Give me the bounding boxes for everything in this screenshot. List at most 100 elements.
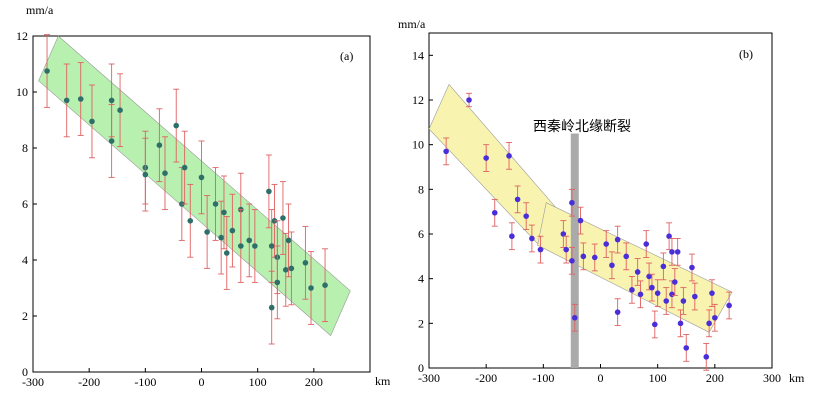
panel-a-marker-10 <box>162 170 168 176</box>
panel-a-x-tick-label-4: 100 <box>249 375 267 389</box>
panel-a-point-6 <box>117 73 124 148</box>
panel-a-point-20 <box>223 216 230 290</box>
panel-b-marker-47 <box>726 302 732 309</box>
panel-b-point-26 <box>643 230 650 258</box>
panel-b-point-11 <box>563 235 570 264</box>
panel-a-marker-16 <box>204 229 210 235</box>
panel-b-marker-35 <box>669 291 675 298</box>
panel-a-point-16 <box>204 195 211 269</box>
panel-b-point-14 <box>577 206 584 235</box>
panel-a: -300 -200 -100 0 100 200 0 2 4 6 8 10 12 mm/a km (a… <box>16 3 391 389</box>
panel-b-point-23 <box>628 275 635 304</box>
panel-b-point-43 <box>703 342 710 371</box>
panel-a-point-17 <box>212 167 219 241</box>
panel-b-point-37 <box>674 238 681 266</box>
panel-a-point-26 <box>265 154 272 229</box>
panel-a-point-33 <box>285 203 292 278</box>
panel-a-point-13 <box>181 130 188 205</box>
panel-b-point-32 <box>663 287 670 315</box>
panel-a-marker-21 <box>229 227 236 234</box>
panel-b-marker-24 <box>634 269 641 275</box>
panel-a-point-38 <box>322 248 329 323</box>
panel-b-marker-18 <box>603 241 610 247</box>
panel-b-point-41 <box>688 253 695 282</box>
panel-b-point-34 <box>668 238 675 266</box>
panel-b-point-6 <box>514 185 521 214</box>
panel-a-marker-17 <box>212 201 219 207</box>
panel-a-y-axis-label: mm/a <box>26 3 54 17</box>
panel-b-marker-41 <box>689 264 695 271</box>
panel-b-marker-6 <box>514 196 521 203</box>
panel-b-marker-11 <box>563 246 569 253</box>
panel-b-marker-2 <box>483 155 489 161</box>
panel-b-point-17 <box>591 243 598 272</box>
panel-a-marker-36 <box>302 260 309 266</box>
panel-b-point-9 <box>537 235 544 264</box>
panel-b-point-31 <box>660 252 667 281</box>
panel-b-point-13 <box>568 246 575 275</box>
panel-a-marker-33 <box>285 237 292 244</box>
panel-b-point-22 <box>623 242 630 271</box>
panel-b-marker-39 <box>680 298 687 304</box>
panel-a-marker-20 <box>223 250 230 256</box>
panel-b-point-5 <box>508 222 515 251</box>
panel-b-marker-32 <box>663 298 670 304</box>
panel-b-marker-37 <box>674 249 681 255</box>
panel-a-marker-8 <box>142 171 149 178</box>
panel-b-point-19 <box>608 251 615 280</box>
panel-b-y-tick-label-2: 4 <box>418 272 424 286</box>
panel-a-marker-32 <box>282 267 289 273</box>
panel-a-point-3 <box>88 84 95 159</box>
panel-b-point-21 <box>614 298 621 327</box>
panel-b-marker-45 <box>712 314 718 321</box>
panel-a-x-axis-label: km <box>375 374 391 388</box>
panel-a-marker-3 <box>89 118 95 125</box>
panel-b-marker-25 <box>637 291 644 298</box>
panel-a-marker-23 <box>238 243 244 249</box>
panel-b-marker-30 <box>654 290 661 296</box>
panel-a-y-tick-label-6: 12 <box>16 29 28 43</box>
panel-a-marker-15 <box>198 174 205 181</box>
panel-b-marker-36 <box>672 279 678 285</box>
panel-b-marker-16 <box>571 314 578 321</box>
panel-a-point-8 <box>142 137 149 212</box>
panel-a-x-tick-label-1: -200 <box>78 375 100 389</box>
panel-b-marker-5 <box>509 233 515 240</box>
panel-a-point-11 <box>173 88 180 163</box>
panel-b-marker-29 <box>652 321 658 328</box>
panel-b-x-ticks: -300 -200 -100 0 100 200 300 <box>418 364 781 385</box>
panel-b-y-tick-label-7: 14 <box>412 48 424 62</box>
panel-b-y-tick-label-4: 8 <box>418 182 424 196</box>
panel-b-point-18 <box>603 230 610 258</box>
panel-a-x-tick-label-0: -300 <box>22 375 44 389</box>
panel-b-point-8 <box>528 224 535 253</box>
panel-b-marker-0 <box>443 148 449 155</box>
panel-a-y-tick-label-1: 2 <box>22 309 28 323</box>
panel-b-marker-42 <box>692 293 698 300</box>
panel-a-y-tick-label-5: 10 <box>16 85 28 99</box>
panel-b-point-15 <box>580 242 587 271</box>
panel-b-point-2 <box>483 144 490 172</box>
panel-b-point-39 <box>680 287 687 315</box>
panel-a-marker-13 <box>181 164 188 171</box>
panel-a-point-34 <box>288 231 295 306</box>
panel-b-x-tick-label-3: 0 <box>598 371 604 385</box>
panel-a-point-15 <box>198 140 205 215</box>
panel-b-marker-34 <box>669 249 675 255</box>
panel-a-y-tick-label-3: 6 <box>22 197 28 211</box>
panel-b-y-tick-label-3: 6 <box>418 227 424 241</box>
panel-b-point-46 <box>706 309 713 338</box>
panel-b-marker-28 <box>649 284 655 291</box>
panel-b-point-7 <box>523 202 530 230</box>
panel-b-point-20 <box>614 225 621 254</box>
panel-a-x-tick-label-2: -100 <box>134 375 156 389</box>
panel-a-point-21 <box>229 193 236 268</box>
panel-a-point-14 <box>187 183 194 258</box>
panel-b-marker-19 <box>609 262 615 269</box>
panel-b-y-ticks: 0 2 4 6 8 10 12 14 <box>412 48 433 375</box>
panel-b-fault-annotation: 西秦岭北缘断裂 <box>533 119 631 135</box>
panel-b-marker-43 <box>703 354 710 360</box>
panel-a-marker-34 <box>288 265 295 272</box>
panel-a-point-10 <box>161 136 168 211</box>
